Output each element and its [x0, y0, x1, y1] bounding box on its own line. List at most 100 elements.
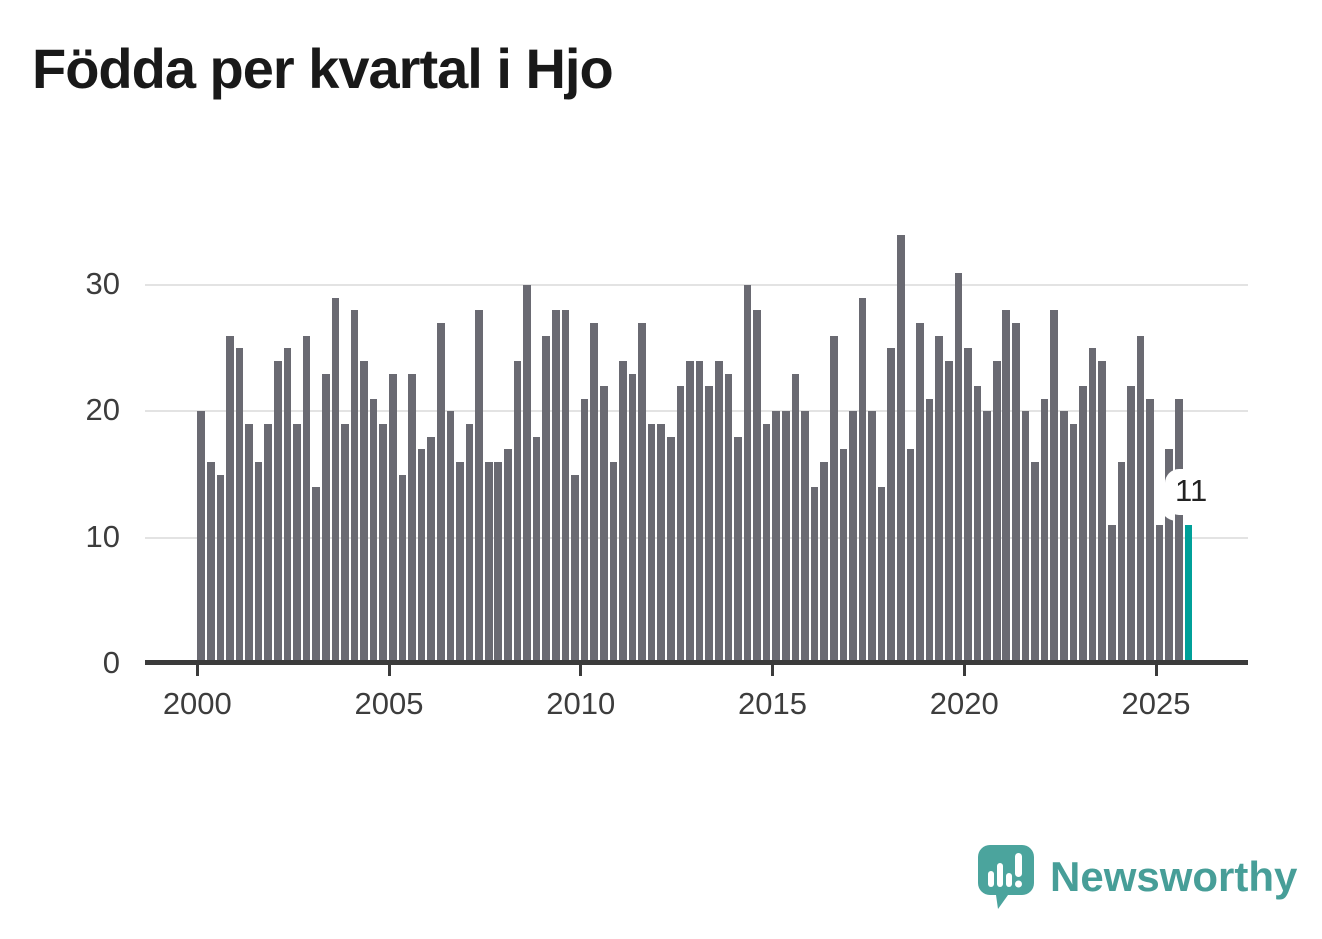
bar-2012-Q1 [657, 424, 666, 664]
x-tick-2025 [1154, 665, 1158, 676]
bar-2007-Q3 [484, 461, 493, 664]
bar-2002-Q4 [302, 335, 311, 664]
y-tick-label-10: 10 [85, 518, 120, 554]
bar-2008-Q2 [513, 360, 522, 664]
bar-2010-Q1 [580, 398, 589, 664]
bar-2005-Q1 [389, 373, 397, 664]
bar-2001-Q1 [235, 348, 244, 665]
bar-2019-Q1 [925, 398, 934, 664]
bar-2021-Q2 [1012, 323, 1020, 664]
bar-2013-Q1 [695, 360, 704, 664]
bar-2000-Q2 [206, 461, 215, 664]
bar-2008-Q4 [532, 436, 541, 664]
bar-2025-Q1 [1155, 525, 1164, 664]
bar-2006-Q3 [446, 411, 455, 664]
bar-2011-Q4 [647, 424, 656, 664]
bar-2015-Q3 [791, 373, 800, 664]
bar-2017-Q2 [858, 297, 867, 664]
bar-2021-Q4 [1031, 461, 1039, 664]
bar-2017-Q3 [868, 411, 876, 664]
bar-2010-Q4 [609, 461, 618, 664]
bar-2013-Q3 [714, 360, 723, 664]
bar-2006-Q1 [427, 436, 435, 664]
bar-2023-Q2 [1088, 348, 1097, 665]
bar-2015-Q2 [782, 411, 790, 664]
bar-2022-Q1 [1040, 398, 1049, 664]
bar-2006-Q2 [436, 323, 445, 664]
newsworthy-logo: Newsworthy [978, 845, 1297, 909]
bar-2024-Q3 [1136, 335, 1145, 664]
bar-2002-Q2 [283, 348, 292, 665]
bar-2015-Q1 [772, 411, 781, 664]
bar-2003-Q3 [331, 297, 340, 664]
bar-2005-Q4 [417, 449, 426, 664]
bar-2006-Q4 [456, 461, 464, 664]
bar-2011-Q2 [628, 373, 637, 664]
bar-2018-Q4 [916, 323, 924, 664]
bar-2005-Q2 [398, 474, 407, 664]
bar-2010-Q3 [599, 386, 608, 664]
bar-2020-Q3 [983, 411, 991, 664]
x-axis-line [145, 660, 1248, 665]
bar-2004-Q2 [360, 360, 368, 664]
bar-2020-Q1 [964, 348, 972, 665]
bar-2000-Q1 [197, 411, 205, 664]
bar-2001-Q4 [264, 424, 273, 664]
bar-2008-Q3 [523, 285, 531, 664]
bar-2000-Q4 [226, 335, 234, 664]
bar-2002-Q3 [293, 424, 301, 664]
bar-2003-Q2 [321, 373, 330, 664]
bar-2007-Q1 [465, 424, 474, 664]
bar-2012-Q4 [686, 360, 694, 664]
bar-2022-Q4 [1069, 424, 1078, 664]
bar-2025-Q2 [1165, 449, 1174, 664]
x-tick-2020 [962, 665, 966, 676]
bar-2023-Q3 [1098, 360, 1106, 664]
bar-2003-Q4 [341, 424, 349, 664]
bar-2024-Q2 [1127, 386, 1135, 664]
bar-2016-Q4 [839, 449, 848, 664]
x-tick-label-2005: 2005 [354, 686, 424, 721]
bar-2017-Q4 [877, 487, 886, 664]
bar-2013-Q2 [705, 386, 713, 664]
chart-title: Födda per kvartal i Hjo [32, 37, 614, 100]
bar-2017-Q1 [849, 411, 857, 664]
bar-2001-Q2 [245, 424, 253, 664]
bar-2004-Q4 [379, 424, 388, 664]
bar-2009-Q2 [551, 310, 560, 664]
x-tick-label-2010: 2010 [546, 686, 616, 721]
bar-2018-Q3 [906, 449, 915, 664]
bar-2014-Q4 [762, 424, 771, 664]
bar-2009-Q4 [571, 474, 579, 664]
x-tick-label-2025: 2025 [1121, 686, 1191, 721]
bar-2020-Q2 [973, 386, 982, 664]
y-tick-label-30: 30 [85, 266, 120, 302]
bar-2025-Q3 [1175, 398, 1183, 664]
bar-2010-Q2 [590, 323, 598, 664]
bar-2021-Q1 [1002, 310, 1011, 664]
bar-2000-Q3 [216, 474, 225, 664]
bar-2023-Q4 [1107, 525, 1116, 664]
gridline-30 [145, 284, 1248, 287]
latest-value-callout: 11 [1167, 471, 1216, 513]
bar-2020-Q4 [992, 360, 1001, 664]
bar-2001-Q3 [254, 461, 263, 664]
bar-2008-Q1 [504, 449, 512, 664]
bar-2014-Q1 [734, 436, 742, 664]
bar-2007-Q2 [475, 310, 483, 664]
bar-2016-Q3 [829, 335, 838, 664]
bar-2005-Q3 [408, 373, 416, 664]
x-tick-2000 [195, 665, 199, 676]
bar-2025-Q4 [1184, 525, 1193, 664]
bar-2009-Q3 [561, 310, 570, 664]
bar-2015-Q4 [801, 411, 809, 664]
y-tick-label-20: 20 [85, 392, 120, 428]
bar-2004-Q3 [369, 398, 378, 664]
bar-2024-Q4 [1146, 398, 1154, 664]
bar-2018-Q2 [897, 234, 905, 664]
x-tick-label-2020: 2020 [929, 686, 999, 721]
latest-value-label: 11 [1175, 473, 1208, 508]
bar-2016-Q1 [810, 487, 819, 664]
bar-2016-Q2 [820, 461, 828, 664]
